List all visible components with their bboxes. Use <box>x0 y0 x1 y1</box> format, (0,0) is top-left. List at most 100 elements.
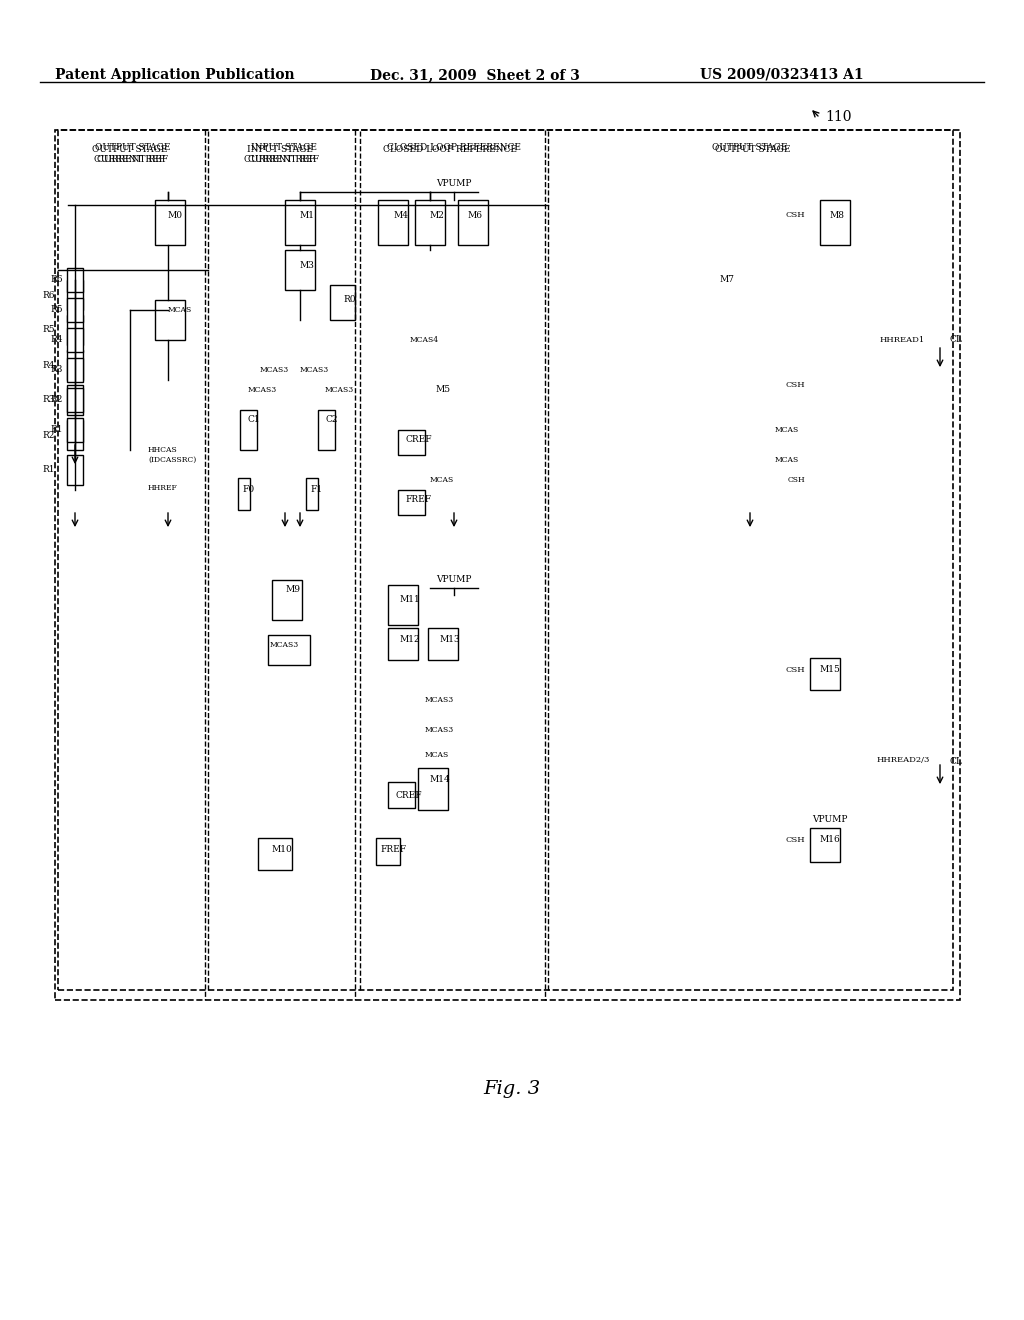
Text: HHCAS: HHCAS <box>148 446 178 454</box>
Bar <box>67 388 83 412</box>
Text: Patent Application Publication: Patent Application Publication <box>55 69 295 82</box>
Text: R1: R1 <box>50 425 63 434</box>
Bar <box>398 430 425 455</box>
Text: FREF: FREF <box>406 495 431 504</box>
Bar <box>388 781 415 808</box>
Text: 110: 110 <box>825 110 852 124</box>
Bar <box>810 828 840 862</box>
Text: MCAS3: MCAS3 <box>248 385 278 393</box>
Text: CSH: CSH <box>787 477 805 484</box>
Bar <box>458 201 488 246</box>
Bar <box>67 350 83 380</box>
Text: MCAS3: MCAS3 <box>425 696 455 704</box>
Text: (IDCASSRC): (IDCASSRC) <box>148 455 197 465</box>
Bar <box>238 478 250 510</box>
Bar <box>418 768 449 810</box>
Text: HHREAD1: HHREAD1 <box>880 337 925 345</box>
Bar <box>67 455 83 484</box>
Text: R6: R6 <box>43 290 55 300</box>
Text: MCAS3: MCAS3 <box>325 385 354 393</box>
Text: F1: F1 <box>310 486 323 495</box>
Text: R0: R0 <box>343 296 355 305</box>
Text: VPUMP: VPUMP <box>812 816 848 825</box>
Text: CL: CL <box>950 335 963 345</box>
Text: M1: M1 <box>300 210 315 219</box>
Text: R5: R5 <box>42 326 55 334</box>
Text: MCAS: MCAS <box>430 477 455 484</box>
Text: R4: R4 <box>43 360 55 370</box>
Text: VPUMP: VPUMP <box>436 178 472 187</box>
Text: M2: M2 <box>430 210 444 219</box>
Bar <box>820 201 850 246</box>
Text: MCAS3: MCAS3 <box>300 366 330 374</box>
Text: R2: R2 <box>43 430 55 440</box>
Text: MCAS: MCAS <box>775 455 800 465</box>
Text: M7: M7 <box>720 276 735 285</box>
Text: MCAS: MCAS <box>775 426 800 434</box>
Bar <box>268 635 310 665</box>
Bar <box>67 298 83 322</box>
Text: CLOSED LOOP REFERENCE: CLOSED LOOP REFERENCE <box>387 144 521 153</box>
Bar <box>272 579 302 620</box>
Text: Dec. 31, 2009  Sheet 2 of 3: Dec. 31, 2009 Sheet 2 of 3 <box>370 69 580 82</box>
Bar <box>155 300 185 341</box>
Bar <box>376 838 400 865</box>
Text: OUTPUT STAGE: OUTPUT STAGE <box>715 145 791 154</box>
Text: R4: R4 <box>50 335 63 345</box>
Bar <box>67 418 83 442</box>
Text: MCAS4: MCAS4 <box>410 337 439 345</box>
Bar <box>388 585 418 624</box>
Text: CREF: CREF <box>395 791 422 800</box>
Bar <box>318 411 335 450</box>
Bar <box>306 478 318 510</box>
Text: HHREAD2/3: HHREAD2/3 <box>877 756 930 764</box>
Bar <box>285 201 315 246</box>
Bar <box>67 268 83 292</box>
Text: M6: M6 <box>468 210 483 219</box>
Text: FREF: FREF <box>380 846 407 854</box>
Bar <box>428 628 458 660</box>
Text: MCAS3: MCAS3 <box>260 366 289 374</box>
Text: M8: M8 <box>830 210 845 219</box>
Text: MCAS3: MCAS3 <box>425 726 455 734</box>
Text: M3: M3 <box>300 260 314 269</box>
Text: M11: M11 <box>400 595 421 605</box>
Text: C2: C2 <box>325 416 338 425</box>
Text: CSH: CSH <box>785 836 805 843</box>
Text: Fig. 3: Fig. 3 <box>483 1080 541 1098</box>
Text: MCAS: MCAS <box>425 751 450 759</box>
Text: R1: R1 <box>43 466 55 474</box>
Text: CREF: CREF <box>406 436 432 445</box>
Bar <box>67 358 83 381</box>
Bar <box>285 249 315 290</box>
Bar <box>58 129 953 990</box>
Text: M5: M5 <box>435 385 451 395</box>
Text: M12: M12 <box>400 635 421 644</box>
Text: R3: R3 <box>50 366 63 375</box>
Bar <box>388 628 418 660</box>
Text: CSH: CSH <box>785 211 805 219</box>
Text: M13: M13 <box>440 635 461 644</box>
Bar <box>378 201 408 246</box>
Text: CSH: CSH <box>785 381 805 389</box>
Text: R2: R2 <box>50 396 63 404</box>
Text: M4: M4 <box>393 210 408 219</box>
Bar <box>67 327 83 352</box>
Text: M0: M0 <box>168 210 183 219</box>
Text: INPUT STAGE
CURRENT REF: INPUT STAGE CURRENT REF <box>245 145 315 165</box>
Text: R5: R5 <box>50 305 63 314</box>
Text: M9: M9 <box>285 586 300 594</box>
Text: R3: R3 <box>43 396 55 404</box>
Text: OUTPUT STAGE: OUTPUT STAGE <box>713 144 787 153</box>
Bar <box>67 420 83 450</box>
Bar <box>155 201 185 246</box>
Text: CL: CL <box>950 758 963 767</box>
Text: F0: F0 <box>242 486 254 495</box>
Text: CURRENT REF: CURRENT REF <box>249 156 319 165</box>
Bar <box>258 838 292 870</box>
Text: M10: M10 <box>272 846 293 854</box>
Text: R6: R6 <box>50 276 63 285</box>
Text: M16: M16 <box>820 836 841 845</box>
Text: HHREF: HHREF <box>148 484 178 492</box>
Text: OUTPUT STAGE: OUTPUT STAGE <box>95 144 171 153</box>
